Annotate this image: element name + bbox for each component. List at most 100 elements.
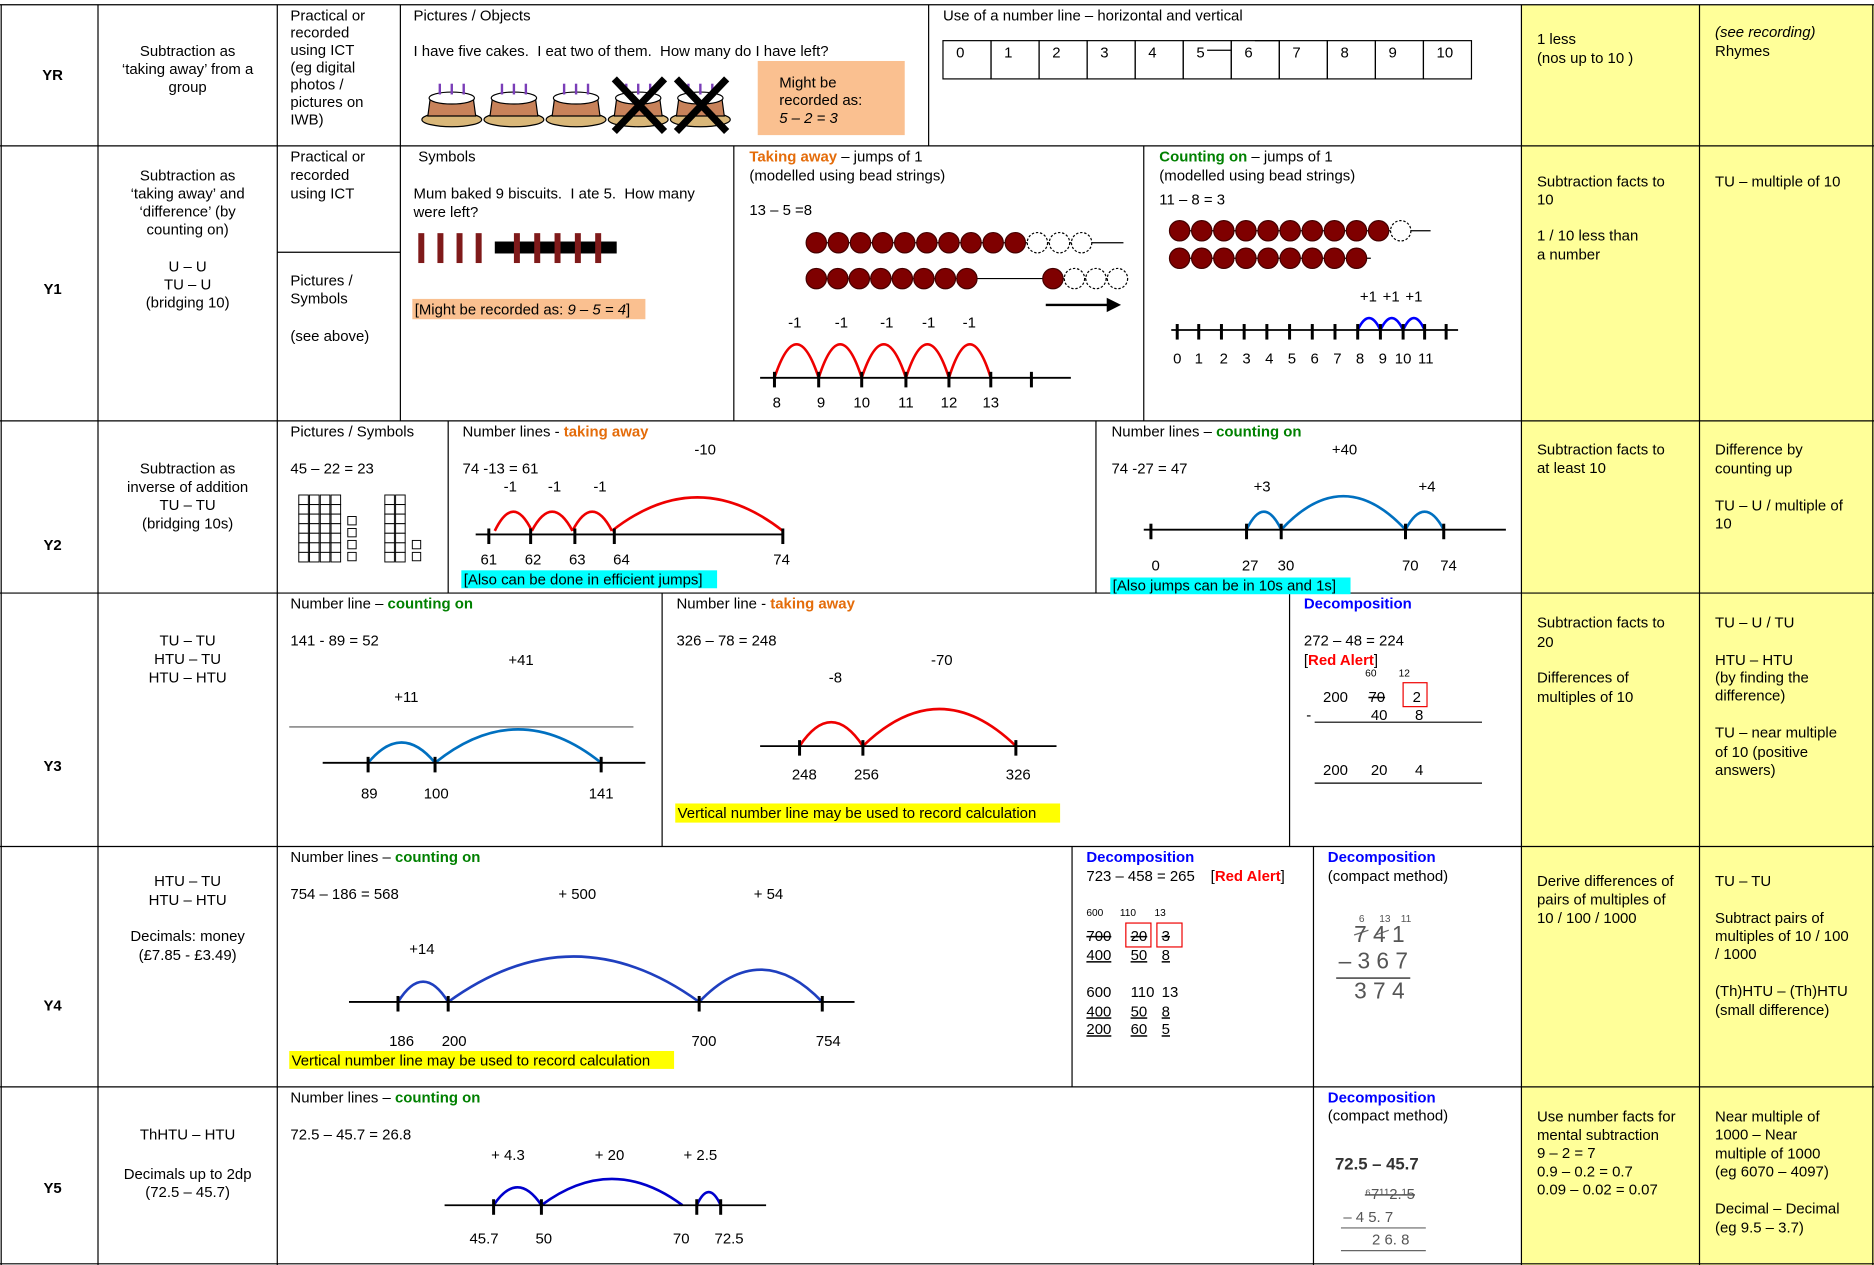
text: -1 <box>835 315 848 332</box>
text: Decomposition <box>1328 849 1436 866</box>
text-part: Number lines – <box>1111 423 1216 440</box>
text: TU – TU <box>1715 873 1771 890</box>
text: Decomposition <box>1086 849 1194 866</box>
text-part: ] <box>1281 868 1285 885</box>
text: 62 <box>525 551 542 568</box>
bead <box>934 267 957 290</box>
text: (nos up to 10 ) <box>1537 50 1633 67</box>
ten-block <box>309 532 320 544</box>
text: 70 <box>1402 557 1419 574</box>
text: 0 <box>956 44 964 61</box>
ten-block <box>384 523 395 534</box>
text: 400 <box>1086 1003 1111 1020</box>
note-highlight <box>1110 577 1351 595</box>
text-part: Number line - <box>676 596 770 613</box>
cross <box>673 76 730 134</box>
text: (modelled using bead strings) <box>749 168 945 185</box>
text: +1 <box>1360 288 1377 305</box>
text: 10 <box>1395 350 1412 367</box>
ten-block <box>395 532 406 544</box>
text: Decomposition <box>1304 596 1412 613</box>
bead <box>982 231 1004 254</box>
text-run: Number lines - taking away <box>463 423 650 440</box>
text: +11 <box>394 689 418 706</box>
biscuit <box>513 233 520 264</box>
text: Derive differences of <box>1537 873 1675 890</box>
text: 0 <box>1173 350 1181 367</box>
text: 100 <box>424 786 449 803</box>
text: +1 <box>1405 288 1422 305</box>
text: recorded as: <box>779 92 862 109</box>
jump-arc <box>1401 316 1426 331</box>
text: 45.7 <box>470 1230 499 1247</box>
number-box <box>990 40 1040 80</box>
text: 200 <box>442 1033 467 1050</box>
ten-block <box>319 523 331 534</box>
ten-block <box>330 532 342 544</box>
text-part: Number line – <box>290 596 387 613</box>
ten-block <box>309 504 320 515</box>
ten-block <box>330 551 342 563</box>
text: pairs of multiples of <box>1537 892 1667 909</box>
text: (eg 9.5 – 3.7) <box>1715 1220 1804 1237</box>
table-grid <box>0 4 1874 1265</box>
ten-block <box>309 551 320 563</box>
text: 74 <box>773 551 790 568</box>
text: Decimals up to 2dp <box>124 1166 252 1183</box>
yellow-columns <box>1521 4 1874 1265</box>
note-highlight <box>289 1050 675 1069</box>
text-run: Number line - taking away <box>676 596 855 613</box>
text: 700 <box>691 1033 716 1050</box>
ten-block <box>319 494 331 506</box>
text: 74 -27 = 47 <box>1111 460 1187 477</box>
text: -70 <box>931 652 953 669</box>
bead <box>891 267 914 290</box>
bead <box>913 267 935 290</box>
text: 11 <box>1418 350 1434 367</box>
text: U – U <box>169 258 207 275</box>
ten-block <box>384 551 395 563</box>
number-box <box>1278 40 1328 80</box>
bead <box>1063 267 1086 290</box>
text: 50 <box>535 1230 552 1247</box>
bead <box>849 231 872 254</box>
text: 11 – 8 = 3 <box>1159 191 1225 208</box>
jump-arc <box>1280 495 1407 531</box>
text: Rhymes <box>1715 43 1770 60</box>
text: 8 <box>1340 44 1348 61</box>
text: 8 <box>1356 350 1364 367</box>
bead <box>1279 247 1301 270</box>
red-box <box>1402 682 1428 708</box>
text: 200 <box>1086 1021 1111 1038</box>
text: (compact method) <box>1328 868 1448 885</box>
text: Decomposition <box>1328 1089 1436 1106</box>
text: 0.09 – 0.02 = 0.07 <box>1537 1182 1658 1199</box>
text: 74 <box>1440 557 1457 574</box>
biscuit <box>475 233 482 264</box>
ten-block <box>395 494 406 506</box>
text: 754 <box>816 1033 841 1050</box>
text: 9 – 2 = 7 <box>1537 1145 1596 1162</box>
text: -1 <box>788 315 801 332</box>
ten-block <box>330 523 342 534</box>
text: -1 <box>593 478 606 495</box>
text: 326 <box>1006 767 1031 784</box>
text: difference) <box>1715 688 1785 705</box>
text: Subtraction facts to <box>1537 441 1665 458</box>
text: 110 <box>1131 984 1155 1001</box>
jump-arc <box>773 343 820 379</box>
text: 10 <box>853 395 870 412</box>
bead <box>1345 247 1368 270</box>
text-part: ] <box>626 301 630 318</box>
jump-arc <box>493 510 534 532</box>
ten-block <box>395 551 406 563</box>
text: 5 <box>1196 44 1204 61</box>
bead <box>1085 267 1107 290</box>
bead <box>805 267 828 290</box>
ten-block <box>309 542 320 553</box>
text: (eg 6070 – 4097) <box>1715 1164 1829 1181</box>
text: -8 <box>829 670 842 687</box>
bead <box>1026 231 1049 254</box>
text: HTU – HTU <box>1715 652 1793 669</box>
